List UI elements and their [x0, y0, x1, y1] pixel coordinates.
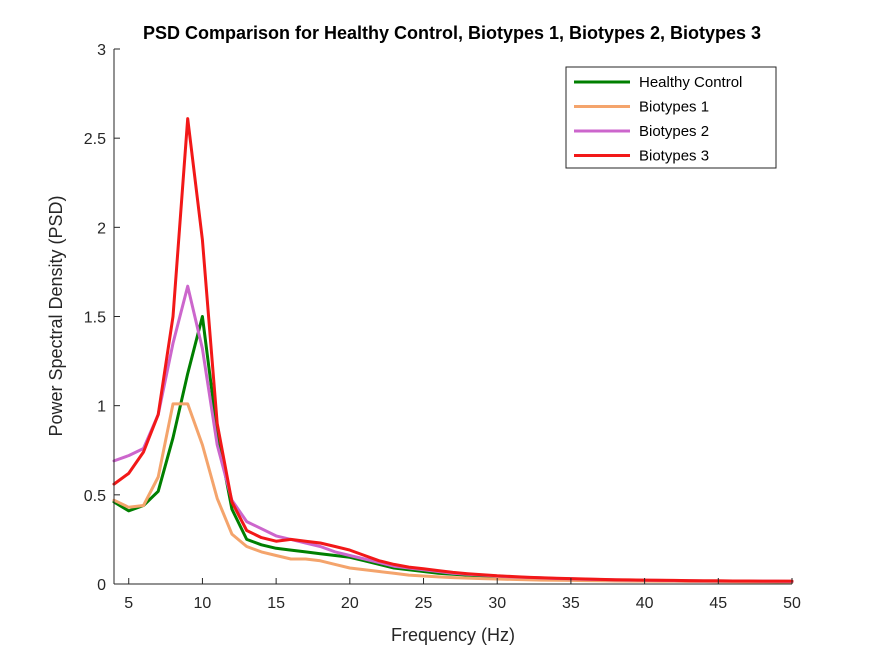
legend-label: Healthy Control — [639, 74, 742, 91]
legend-label: Biotypes 2 — [639, 123, 709, 140]
legend-label: Biotypes 3 — [639, 148, 709, 165]
series-line-4 — [112, 117, 794, 583]
legend: Healthy Control Biotypes 1 Biotypes 2 Bioty… — [565, 66, 777, 169]
x-tick-label: 45 — [709, 595, 727, 612]
x-tick-label: 15 — [267, 595, 285, 612]
y-axis-label: Power Spectral Density (PSD) — [46, 195, 66, 436]
legend-items: Healthy Control Biotypes 1 Biotypes 2 Bioty… — [574, 74, 742, 165]
x-tick-label: 20 — [341, 595, 359, 612]
y-tick-label: 3 — [97, 42, 106, 59]
y-tick-label: 2.5 — [84, 131, 106, 148]
series-layer — [112, 117, 794, 584]
x-tick-label: 35 — [562, 595, 580, 612]
y-tick-label: 0 — [97, 577, 106, 594]
legend-box — [565, 66, 777, 169]
x-tick-label: 30 — [488, 595, 506, 612]
y-ticks: 0 0.5 1 1.5 2 2.5 3 — [84, 42, 120, 594]
y-tick-label: 0.5 — [84, 488, 106, 505]
x-axis-label: Frequency (Hz) — [391, 625, 515, 645]
y-tick-label: 1 — [97, 399, 106, 416]
y-tick-label: 1.5 — [84, 310, 106, 327]
x-tick-label: 40 — [636, 595, 654, 612]
x-tick-label: 10 — [194, 595, 212, 612]
x-ticks: 5 10 15 20 25 30 35 40 45 50 — [124, 578, 801, 612]
x-tick-label: 5 — [124, 595, 133, 612]
y-tick-label: 2 — [97, 220, 106, 237]
chart-title: PSD Comparison for Healthy Control, Biot… — [143, 23, 761, 43]
x-tick-label: 50 — [783, 595, 801, 612]
legend-label: Biotypes 1 — [639, 99, 709, 116]
x-tick-label: 25 — [415, 595, 433, 612]
